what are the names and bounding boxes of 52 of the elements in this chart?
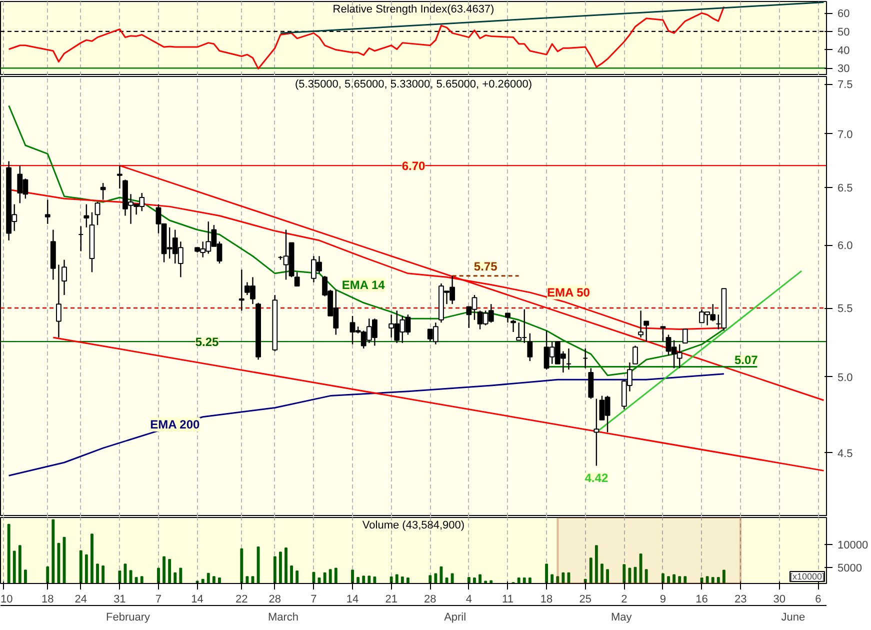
x-tick-label: 18 xyxy=(540,594,553,606)
x-tick-label: 10 xyxy=(0,594,13,606)
text: May xyxy=(610,612,632,624)
chart-title: Relative Strength Index(63.4637) xyxy=(332,4,494,16)
chart-title: (5.35000, 5.65000, 5.33000, 5.65000, +0.26000) xyxy=(294,78,532,90)
x-tick-label: 6 xyxy=(815,594,822,606)
annotation: 4.42 xyxy=(584,470,608,485)
y-tick-label: 6.0 xyxy=(838,240,853,252)
y-tick-label: 50 xyxy=(838,26,850,38)
x-tick-label: 14 xyxy=(346,594,359,606)
annotation: 5.07 xyxy=(734,353,758,368)
y-tick-label: 60 xyxy=(838,8,850,20)
y-tick-label: 5.5 xyxy=(838,303,853,315)
annotation: EMA 200 xyxy=(150,418,200,432)
x-tick-label: 24 xyxy=(74,594,88,606)
x-tick-label: 31 xyxy=(114,594,126,606)
y-tick-label: 30 xyxy=(838,63,850,76)
x-tick-label: 25 xyxy=(579,594,592,606)
x-tick-label: 7 xyxy=(310,594,317,606)
annotation: EMA 50 xyxy=(547,285,590,300)
annotation: 5.75 xyxy=(474,259,498,274)
x-tick-label: 4 xyxy=(466,594,472,606)
y-tick-label: 6.5 xyxy=(838,182,853,194)
ref-line-label: 6.70 xyxy=(402,159,426,174)
x-tick-label: 9 xyxy=(660,594,666,606)
y-axis-title: [x10000] xyxy=(790,572,825,582)
x-tick-label: 23 xyxy=(734,594,747,606)
x-tick-label: 22 xyxy=(236,594,248,606)
text: March xyxy=(268,612,299,624)
y-tick-label: 10000 xyxy=(838,539,868,552)
x-tick-label: 11 xyxy=(502,594,514,606)
y-tick-label: 7.0 xyxy=(838,128,853,141)
text: February xyxy=(106,612,151,624)
x-tick-label: 28 xyxy=(268,594,282,606)
chart-title: Volume (43,584,900) xyxy=(362,520,465,532)
x-tick-label: 7 xyxy=(155,594,162,606)
text: April xyxy=(444,612,466,624)
y-tick-label: 5000 xyxy=(838,562,862,574)
x-tick-label: 28 xyxy=(424,594,436,606)
x-tick-label: 14 xyxy=(191,594,204,606)
x-tick-label: 30 xyxy=(773,594,786,606)
x-tick-label: 21 xyxy=(385,594,398,606)
y-tick-label: 4.5 xyxy=(838,448,853,460)
x-tick-label: 16 xyxy=(696,594,708,606)
y-tick-label: 7.5 xyxy=(838,79,853,92)
y-tick-label: 5.0 xyxy=(838,372,853,384)
annotation: EMA 14 xyxy=(342,278,386,292)
x-tick-label: 18 xyxy=(42,594,54,606)
ref-line-label: 5.25 xyxy=(195,335,220,350)
text: June xyxy=(781,612,806,624)
y-tick-label: 40 xyxy=(838,44,850,57)
x-tick-label: 2 xyxy=(621,594,628,606)
